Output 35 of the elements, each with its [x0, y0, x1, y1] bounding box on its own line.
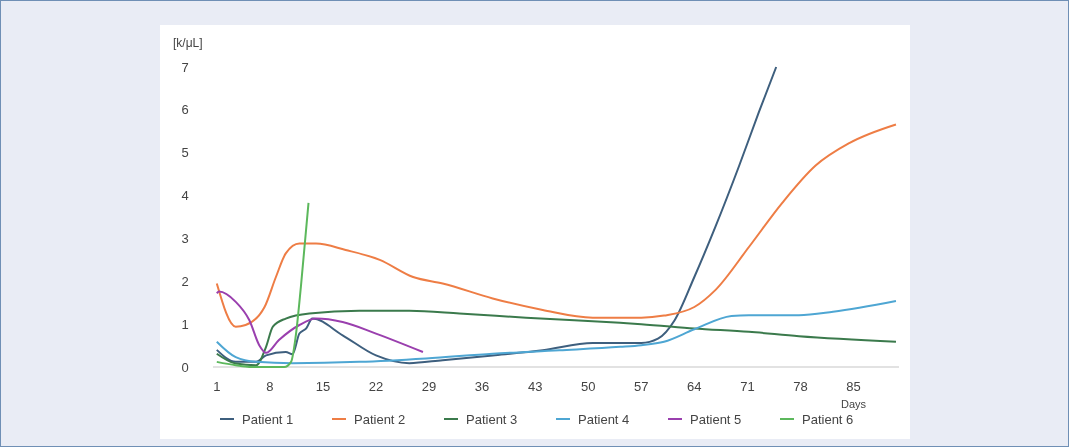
- line-series: [215, 201, 310, 368]
- y-tick-label: 2: [181, 273, 189, 289]
- x-tick-label: 1: [213, 379, 221, 394]
- x-tick-label: 71: [740, 379, 755, 394]
- legend-label: Patient 5: [690, 411, 742, 427]
- legend-label: Patient 4: [578, 411, 630, 427]
- x-tick-label: 57: [634, 379, 649, 394]
- y-tick-label: 5: [181, 145, 189, 161]
- x-tick-label: 15: [315, 379, 331, 394]
- x-tick-label: 78: [793, 379, 808, 394]
- legend-label: Patient 3: [466, 411, 518, 427]
- x-tick-label: 43: [527, 379, 543, 394]
- y-tick-label: 1: [181, 316, 189, 332]
- x-tick-label: 22: [368, 379, 384, 394]
- x-tick-label: 29: [421, 379, 437, 394]
- line-series: [215, 290, 424, 354]
- line-series: [215, 123, 897, 328]
- y-tick-label: 0: [181, 359, 189, 375]
- legend-label: Patient 6: [802, 411, 854, 427]
- legend-label: Patient 1: [242, 411, 294, 427]
- y-tick-label: 3: [181, 230, 189, 246]
- line-series: [215, 66, 778, 365]
- x-tick-label: 50: [580, 379, 596, 394]
- x-tick-label: 8: [266, 379, 274, 394]
- y-tick-label: 4: [181, 188, 189, 204]
- x-tick-label: 64: [687, 379, 702, 394]
- y-tick-label: 7: [181, 59, 189, 75]
- legend-label: Patient 2: [354, 411, 406, 427]
- y-axis-title: [k/μL]: [173, 36, 203, 50]
- x-tick-label: 36: [474, 379, 490, 394]
- y-tick-label: 6: [181, 102, 189, 118]
- line-series: [215, 309, 897, 367]
- x-axis-title: Days: [840, 398, 867, 410]
- line-series: [215, 300, 897, 365]
- x-tick-label: 85: [846, 379, 861, 394]
